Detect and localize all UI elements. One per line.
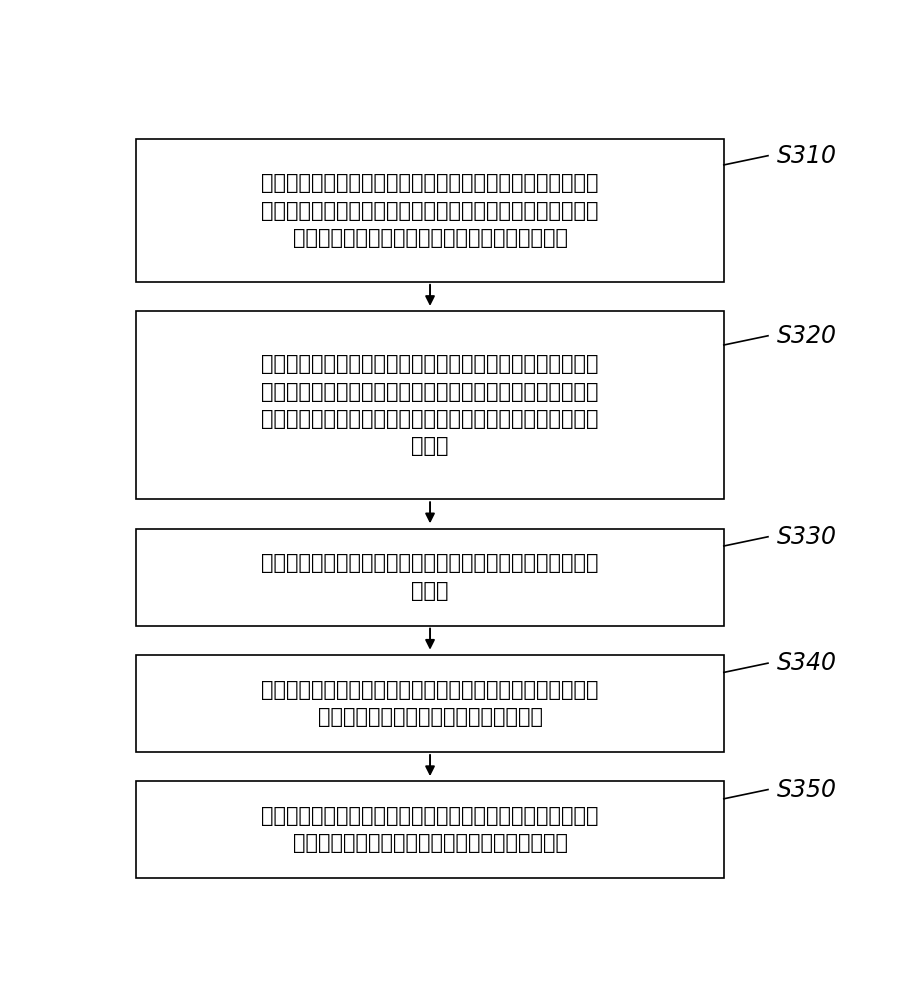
Text: S340: S340 — [777, 651, 837, 675]
Bar — [136, 529, 724, 626]
Text: S330: S330 — [777, 525, 837, 549]
Text: 获取输出至所述第一芯片管脚的所述同步信号并反馈给所述第
一芯片: 获取输出至所述第一芯片管脚的所述同步信号并反馈给所述第 一芯片 — [261, 553, 599, 601]
Text: 将所述相位差发送至所述第二芯片，以使所述第二芯片根据所
述相位差校正所述第二芯片的当前时钟信号的相位: 将所述相位差发送至所述第二芯片，以使所述第二芯片根据所 述相位差校正所述第二芯片… — [261, 806, 599, 853]
Bar — [136, 655, 724, 752]
Text: S350: S350 — [777, 778, 837, 802]
Text: S310: S310 — [777, 144, 837, 168]
Bar — [136, 311, 724, 499]
Bar — [136, 781, 724, 878]
Text: S320: S320 — [777, 324, 837, 348]
Bar — [136, 139, 724, 282]
Text: 确定向所述第二芯片发送所述同步信号的预定时间，并将所述
预定时间发送至所述第二芯片；所述预定时间为发送所述同步
信号时所述第一芯片的时钟信号对应的相位计数值: 确定向所述第二芯片发送所述同步信号的预定时间，并将所述 预定时间发送至所述第二芯… — [261, 173, 599, 248]
Text: 按照预定时间向第二芯片发送同步信号，以使所述第二芯片在
接收到所述同步信号时更新所述第二芯片的时钟信号对应的相
位计数值为所述预定时间；其中，所述第一芯片与所述: 按照预定时间向第二芯片发送同步信号，以使所述第二芯片在 接收到所述同步信号时更新… — [261, 354, 599, 456]
Text: 根据收到反馈的所述同步信号时所述第一芯片的相位计数值和
所述预定时间计算芯片接收信号的相位差: 根据收到反馈的所述同步信号时所述第一芯片的相位计数值和 所述预定时间计算芯片接收… — [261, 680, 599, 727]
